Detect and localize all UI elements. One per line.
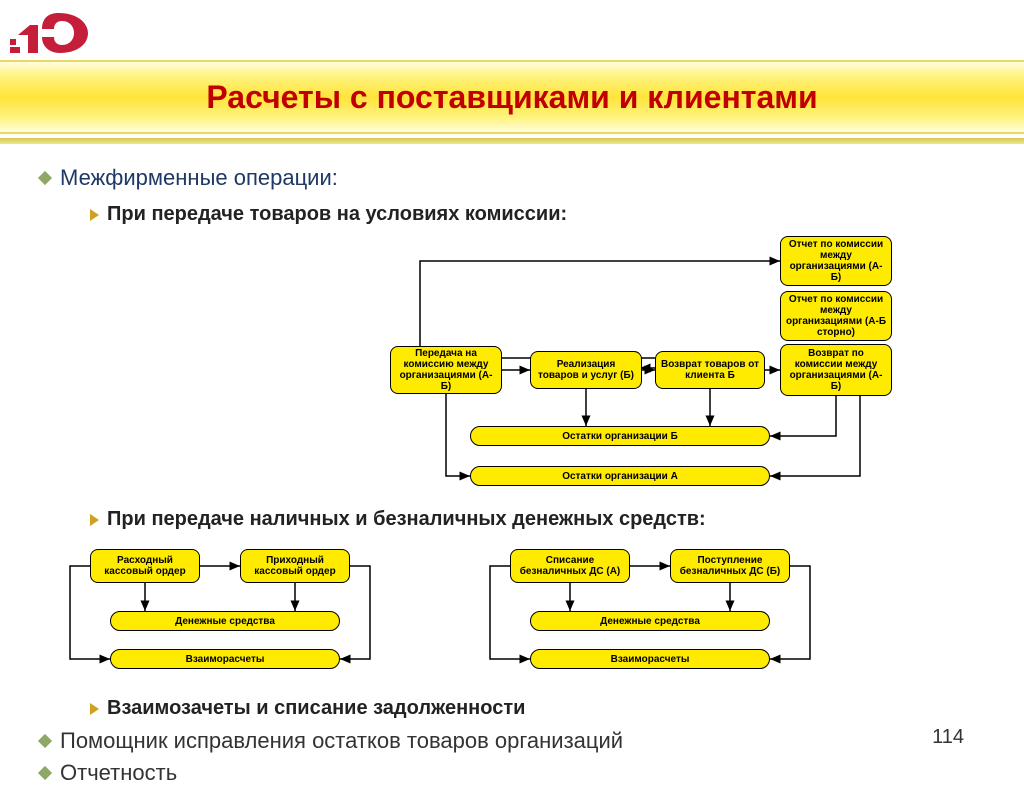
bullet-reporting: Отчетность (0, 760, 1024, 786)
flowchart-node: Приходный кассовый ордер (240, 549, 350, 583)
bullet-cash-transfer: При передаче наличных и безналичных дене… (0, 508, 1024, 531)
bullet-text: При передаче наличных и безналичных дене… (107, 508, 706, 531)
bullet-text: Отчетность (60, 760, 177, 786)
flowchart-node: Передача на комиссию между организациями… (390, 346, 502, 394)
title-bar: Расчеты с поставщиками и клиентами (0, 60, 1024, 134)
page-title: Расчеты с поставщиками и клиентами (206, 79, 817, 116)
flowchart-node: Отчет по комиссии между организациями (А… (780, 236, 892, 286)
arrow-bullet-icon (90, 514, 99, 526)
flowchart-node: Денежные средства (530, 611, 770, 631)
bullet-text: Межфирменные операции: (60, 165, 338, 191)
flowchart-node: Взаиморасчеты (530, 649, 770, 669)
flowchart-node: Возврат по комиссии между организациями … (780, 344, 892, 396)
cash-order-flowchart: Расходный кассовый ордер Приходный кассов… (50, 549, 410, 679)
diamond-bullet-icon (38, 171, 52, 185)
logo-1c (10, 5, 90, 55)
bullet-offset: Взаимозачеты и списание задолженности (0, 697, 1024, 720)
flowchart-node: Отчет по комиссии между организациями (А… (780, 291, 892, 341)
flowchart-node: Списание безналичных ДС (А) (510, 549, 630, 583)
arrow-bullet-icon (90, 703, 99, 715)
bullet-commission-transfer: При передаче товаров на условиях комисси… (0, 203, 1024, 226)
flowchart-node: Денежные средства (110, 611, 340, 631)
diamond-bullet-icon (38, 734, 52, 748)
bullet-text: Помощник исправления остатков товаров ор… (60, 728, 623, 754)
bullet-interfirm-ops: Межфирменные операции: (0, 165, 1024, 191)
bullet-text: Взаимозачеты и списание задолженности (107, 697, 525, 720)
bullet-text: При передаче товаров на условиях комисси… (107, 203, 567, 226)
diamond-bullet-icon (38, 766, 52, 780)
content-area: Межфирменные операции: При передаче това… (0, 155, 1024, 786)
arrow-bullet-icon (90, 209, 99, 221)
flowchart-node: Расходный кассовый ордер (90, 549, 200, 583)
commission-flowchart: Передача на комиссию между организациями… (0, 236, 1024, 496)
noncash-flowchart: Списание безналичных ДС (А) Поступление б… (470, 549, 830, 679)
flowchart-node: Возврат товаров от клиента Б (655, 351, 765, 389)
flowchart-node: Реализация товаров и услуг (Б) (530, 351, 642, 389)
bullet-balance-helper: Помощник исправления остатков товаров ор… (0, 728, 1024, 754)
flowchart-node: Остатки организации А (470, 466, 770, 486)
flowchart-node: Поступление безналичных ДС (Б) (670, 549, 790, 583)
flowchart-node: Остатки организации Б (470, 426, 770, 446)
flowchart-node: Взаиморасчеты (110, 649, 340, 669)
accent-divider (0, 138, 1024, 144)
page-number: 114 (932, 726, 964, 749)
